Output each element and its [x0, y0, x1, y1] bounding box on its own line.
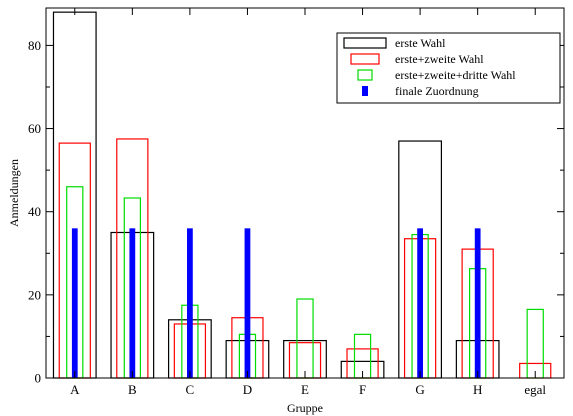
x-tick-label-d: D [243, 382, 252, 397]
x-axis-label: Gruppe [287, 401, 323, 415]
y-tick-label: 60 [28, 121, 41, 136]
x-tick-label-a: A [70, 382, 80, 397]
x-tick-label-f: F [359, 382, 366, 397]
x-tick-label-egal: egal [524, 382, 546, 397]
bar-erste-zweite-dritte-wahl-egal [526, 308, 544, 379]
legend-swatch-erste-wahl [343, 37, 387, 49]
x-tick-label-b: B [128, 382, 137, 397]
bar-finale-zuordnung-c [187, 228, 193, 378]
x-tick-label-g: G [415, 382, 424, 397]
bar-finale-zuordnung-b [129, 228, 136, 378]
legend-swatch-finale-zuordnung [362, 86, 368, 96]
legend-swatch-erste-zweite-dritte-wahl [357, 69, 373, 81]
x-tick-label-h: H [473, 382, 482, 397]
bar-erste-zweite-dritte-wahl-e [296, 298, 314, 379]
legend-label-erste-zweite-dritte-wahl: erste+zweite+dritte Wahl [395, 68, 516, 82]
legend-swatch-erste-zweite-wahl [350, 53, 380, 65]
y-tick-label: 20 [28, 287, 41, 302]
bar-finale-zuordnung-h [474, 228, 481, 378]
y-tick-label: 40 [28, 204, 41, 219]
y-tick-label: 80 [28, 38, 41, 53]
y-tick-label: 0 [35, 371, 42, 386]
legend-label-finale-zuordnung: finale Zuordnung [395, 84, 479, 98]
bar-finale-zuordnung-g [417, 228, 423, 378]
x-tick-label-e: E [301, 382, 309, 397]
legend-box [336, 32, 561, 104]
bar-finale-zuordnung-a [71, 228, 78, 378]
x-tick-label-c: C [186, 382, 195, 397]
bar-finale-zuordnung-d [244, 228, 251, 378]
y-axis-label: Anmeldungen [7, 159, 21, 227]
legend-label-erste-zweite-wahl: erste+zweite Wahl [395, 52, 484, 66]
legend: erste Wahl erste+zweite Wahl erste+zweite+… [336, 32, 561, 104]
legend-label-erste-wahl: erste Wahl [395, 36, 446, 50]
